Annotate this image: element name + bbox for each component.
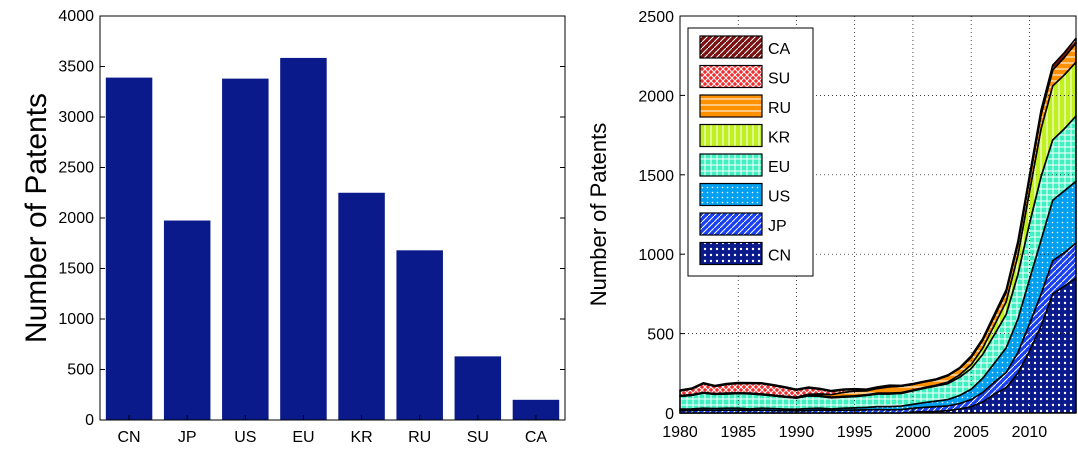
area-x-tick-label: 1990 [779,424,815,441]
bar-ca [512,399,560,420]
bar-chart: 0 500 1000 1500 2000 2500 3000 3500 4000 CN JP US EU… [20,8,566,446]
legend-label-cn: CN [768,248,791,265]
bar-ru [396,250,443,420]
bar-y-tick-label: 1500 [58,261,94,278]
bar-y-tick-label: 3000 [58,109,94,126]
bar-x-tick-label: CA [525,429,548,446]
area-y-tick-label: 2000 [638,88,674,105]
legend-swatch-ru [699,94,763,118]
bar-y-tick-label: 500 [67,362,94,379]
legend-label-kr: KR [768,130,790,147]
legend-swatch-eu [699,153,763,177]
bar-y-tick-label: 2500 [58,160,94,177]
bar-kr [338,192,385,420]
bar-x-tick-label: RU [408,429,431,446]
bar-su [454,356,502,420]
bar-y-tick-label: 2000 [58,210,94,227]
legend-label-su: SU [768,71,790,88]
legend-swatch-jp [699,212,763,236]
bar-y-axis-label: Number of Patents [20,93,53,343]
area-x-tick-label: 2010 [1012,424,1048,441]
area-y-tick-label: 500 [647,327,674,344]
area-x-tick-label: 2000 [895,424,931,441]
bar-y-tick-label: 3500 [58,59,94,76]
legend-swatch-us [699,182,763,207]
bar-x-tick-label: JP [178,429,197,446]
legend-swatch-kr [699,123,763,148]
bar-x-tick-label: CN [118,429,141,446]
bar-x-tick-label: KR [350,429,372,446]
bar-x-tick-label: EU [292,429,314,446]
legend-swatch-cn [699,241,763,266]
area-plot-frame [679,15,1077,414]
legend-label-us: US [768,189,790,206]
area-y-tick-label: 2500 [638,9,674,26]
bar-jp [163,220,211,420]
area-y-axis-label: Number of Patents [586,123,611,306]
area-y-tick-label: 1500 [638,168,674,185]
area-x-tick-label: 1995 [837,424,873,441]
bar-x-tick-label: US [234,429,256,446]
bar-us [222,78,269,421]
stacked-area-chart: 0 500 1000 1500 2000 2500 1980 1985 1990 1995 2000… [586,9,1077,441]
area-y-tick-label: 1000 [638,247,674,264]
bar-y-tick-label: 0 [85,412,94,429]
bar-x-tick-label: SU [467,429,489,446]
legend-label-eu: EU [768,159,790,176]
bar-y-tick-label: 4000 [58,8,94,25]
legend-label-jp: JP [768,218,787,235]
bar-y-tick-label: 1000 [58,311,94,328]
area-x-tick-label: 1985 [720,424,756,441]
area-x-tick-label: 1980 [662,424,698,441]
bar-eu [280,57,327,420]
legend-swatch-su [699,64,763,89]
bar-cn [105,77,153,421]
legend-label-ru: RU [768,100,791,117]
area-y-tick-label: 0 [665,406,674,423]
legend-label-ca: CA [768,41,791,58]
legend-swatch-ca [699,35,763,59]
area-x-tick-label: 2005 [953,424,989,441]
